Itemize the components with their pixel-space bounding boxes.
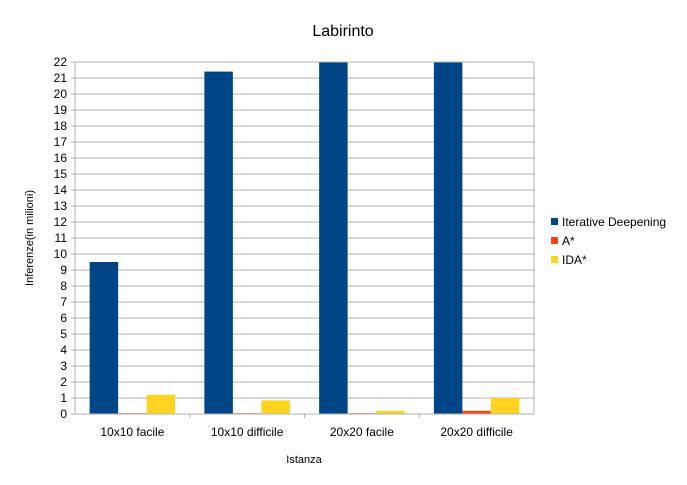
y-axis-label: Inferenze(in milioni) [24,190,36,286]
y-tick-label: 22 [54,55,68,69]
y-tick-label: 11 [55,231,68,245]
x-tick-labels: 10x10 facile 10x10 difficile 20x20 facile 2… [100,425,513,439]
legend-swatch [551,218,558,225]
bars [89,62,520,414]
bar-ida--3 [376,410,405,414]
x-tick-label: 10x10 difficile [211,425,284,439]
y-tick-label: 15 [54,167,68,181]
legend: Iterative Deepening A* IDA* [551,215,666,267]
y-tick-label: 18 [54,119,68,133]
bar-iterative-deepening-1 [89,262,119,414]
legend-swatch [551,256,558,263]
legend-swatch [551,237,558,244]
legend-label: Iterative Deepening [562,215,666,229]
y-tick-label: 20 [54,87,68,101]
y-tick-label: 1 [60,391,67,405]
y-tick-label: 13 [54,199,68,213]
legend-label: IDA* [562,253,587,267]
bar-iterative-deepening-3 [319,62,348,414]
y-tick-label: 8 [60,279,67,293]
x-tick-label: 10x10 facile [100,425,164,439]
bar-iterative-deepening-2 [204,71,233,414]
y-tick-label: 17 [54,135,68,149]
y-tick-label: 14 [54,183,68,197]
bar-ida--4 [490,398,520,414]
y-tick-label: 0 [60,407,67,421]
y-tick-label: 12 [54,215,68,229]
y-tick-label: 16 [54,151,68,165]
x-tick-label: 20x20 facile [330,425,394,439]
y-tick-label: 5 [60,327,67,341]
y-tick-label: 19 [54,103,68,117]
y-tick-label: 10 [54,247,68,261]
bar-iterative-deepening-4 [433,62,463,414]
legend-label: A* [562,234,575,248]
x-axis-label: Istanza [286,454,322,466]
y-tick-label: 3 [60,359,67,373]
axes [71,61,535,418]
bar-ida--2 [261,400,290,414]
y-tick-label: 9 [60,263,67,277]
y-tick-label: 4 [60,343,67,357]
x-tick-label: 20x20 difficile [440,425,513,439]
y-tick-label: 7 [60,295,67,309]
grid [75,61,534,415]
y-tick-label: 2 [60,375,67,389]
y-tick-label: 21 [54,71,68,85]
y-tick-label: 6 [60,311,67,325]
chart-title: Labirinto [312,23,373,40]
bar-a--4 [462,410,491,414]
bar-ida--1 [146,394,176,414]
